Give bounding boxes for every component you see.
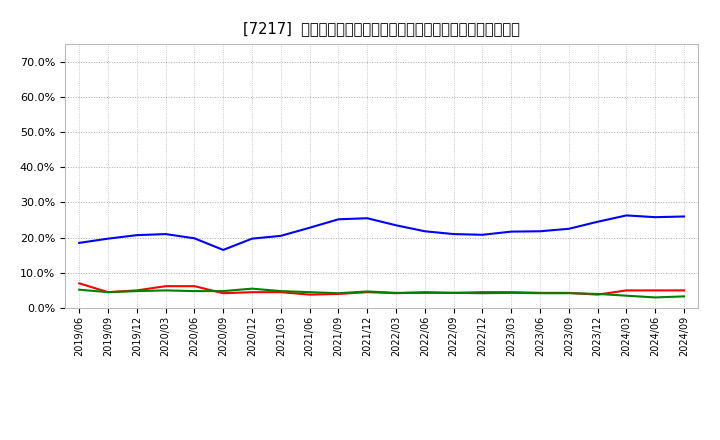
売上債権 [248,290,256,295]
売上債権 [334,291,343,297]
買入債務 [104,290,112,295]
在庫 [420,229,429,234]
売上債権 [449,290,458,296]
売上債権 [420,290,429,295]
買入債務 [219,289,228,294]
在庫 [593,219,602,224]
買入債務 [305,290,314,295]
在庫 [248,236,256,241]
在庫 [536,229,544,234]
買入債務 [334,290,343,296]
在庫 [449,231,458,237]
売上債権 [564,290,573,296]
売上債権 [622,288,631,293]
売上債権 [219,290,228,296]
売上債権 [75,281,84,286]
在庫 [680,214,688,219]
買入債務 [622,293,631,298]
売上債権 [363,290,372,295]
買入債務 [392,290,400,296]
買入債務 [420,290,429,296]
買入債務 [651,295,660,300]
在庫 [190,236,199,241]
売上債権 [593,292,602,297]
在庫 [161,231,170,237]
売上債権 [132,288,141,293]
在庫 [478,232,487,238]
買入債務 [363,289,372,294]
Line: 売上債権: 売上債権 [79,283,684,295]
売上債権 [536,290,544,296]
売上債権 [478,290,487,295]
売上債権 [680,288,688,293]
買入債務 [507,290,516,296]
在庫 [564,226,573,231]
Line: 買入債務: 買入債務 [79,289,684,297]
Title: [7217]  売上債権、在庫、買入債務の総資産に対する比率の推移: [7217] 売上債権、在庫、買入債務の総資産に対する比率の推移 [243,21,520,36]
買入債務 [449,290,458,296]
在庫 [334,216,343,222]
売上債権 [305,292,314,297]
在庫 [75,240,84,246]
在庫 [363,216,372,221]
売上債権 [392,290,400,296]
在庫 [132,232,141,238]
売上債権 [161,283,170,289]
在庫 [276,233,285,238]
売上債権 [276,290,285,295]
在庫 [622,213,631,218]
在庫 [651,215,660,220]
在庫 [507,229,516,234]
買入債務 [75,287,84,292]
買入債務 [680,294,688,299]
買入債務 [536,290,544,296]
買入債務 [190,289,199,294]
売上債権 [651,288,660,293]
買入債務 [248,286,256,291]
在庫 [104,236,112,241]
在庫 [392,223,400,228]
売上債権 [104,290,112,295]
売上債権 [507,290,516,295]
買入債務 [132,289,141,294]
売上債権 [190,283,199,289]
買入債務 [161,288,170,293]
買入債務 [593,291,602,297]
在庫 [219,247,228,253]
Line: 在庫: 在庫 [79,216,684,250]
在庫 [305,225,314,231]
買入債務 [478,290,487,296]
買入債務 [564,290,573,296]
買入債務 [276,289,285,294]
